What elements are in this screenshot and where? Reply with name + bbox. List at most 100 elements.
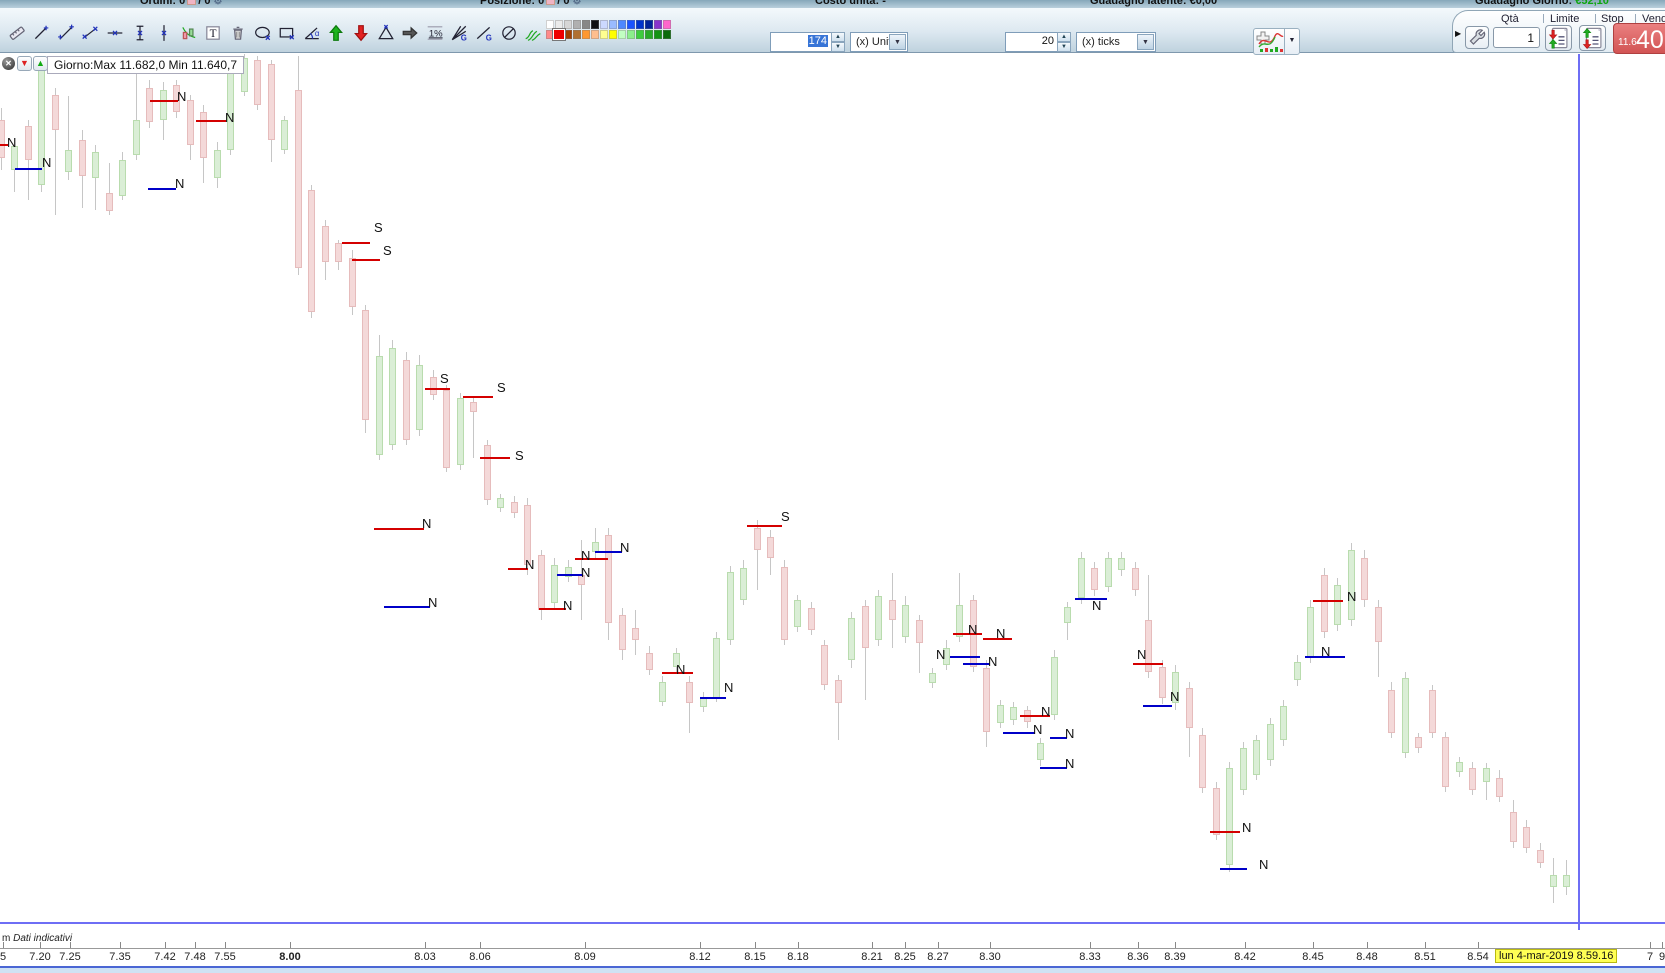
candle-down: [1415, 737, 1422, 748]
color-swatch[interactable]: [636, 30, 644, 39]
color-swatch[interactable]: [573, 20, 581, 29]
selected-color-swatch[interactable]: [552, 28, 566, 41]
horizontal-segment-tool-button[interactable]: [103, 21, 126, 45]
close-chart-icon[interactable]: ✕: [2, 57, 15, 70]
angle-tool-button[interactable]: α: [300, 21, 323, 45]
color-swatch[interactable]: [618, 30, 626, 39]
chevron-down-icon[interactable]: ▼: [1137, 34, 1154, 50]
stop-order-button[interactable]: [1579, 25, 1606, 51]
sell-button[interactable]: 11.6 40: [1613, 23, 1665, 54]
arrow-up-tool-button[interactable]: [325, 21, 348, 45]
rectangle-tool-button[interactable]: [276, 21, 299, 45]
order-settings-button[interactable]: [1465, 26, 1489, 49]
cursor-cross-tool-button[interactable]: [30, 21, 53, 45]
arrow-right-tool-button[interactable]: [399, 21, 422, 45]
percent-retracement-tool-button[interactable]: 1%: [423, 21, 446, 45]
chevron-down-icon[interactable]: ▼: [1284, 29, 1299, 54]
axis-tick: [990, 942, 991, 948]
limit-order-button[interactable]: [1545, 25, 1572, 51]
color-swatch[interactable]: [582, 30, 590, 39]
color-swatch[interactable]: [654, 20, 662, 29]
candle-down: [686, 682, 693, 703]
color-swatch[interactable]: [573, 30, 581, 39]
candle-down: [916, 620, 923, 643]
signal-letter-N: N: [936, 647, 946, 662]
panel-collapse-icon[interactable]: ▶: [1455, 29, 1462, 38]
axis-tick: [755, 942, 756, 948]
color-swatch[interactable]: [627, 30, 635, 39]
order-size-unit-select[interactable]: (x) Unità ▼: [850, 32, 908, 52]
freehand-tool-button[interactable]: [522, 21, 545, 45]
no-symbol-tool-button[interactable]: [497, 21, 520, 45]
segment-tool-button[interactable]: [79, 21, 102, 45]
vertical-line-tool-button[interactable]: [153, 21, 176, 45]
ticks-stepper[interactable]: ▲ ▼: [1057, 32, 1071, 52]
candle-down: [187, 100, 194, 145]
color-swatch[interactable]: [546, 20, 554, 29]
color-swatch[interactable]: [609, 20, 617, 29]
trash-tool-button[interactable]: [226, 21, 249, 45]
order-size-input[interactable]: 174: [770, 32, 832, 52]
color-swatch[interactable]: [663, 20, 671, 29]
candle-up: [1307, 607, 1314, 657]
gann-line-tool-button[interactable]: G: [472, 21, 495, 45]
axis-tick: [40, 942, 41, 948]
buy-arrow-icon[interactable]: ▲: [33, 56, 48, 71]
buy-signal-line: [950, 656, 980, 658]
color-swatch[interactable]: [645, 20, 653, 29]
vertical-range-tool-button[interactable]: [128, 21, 151, 45]
pattern-tool-button[interactable]: [177, 21, 200, 45]
candle-up: [1402, 678, 1409, 753]
buy-signal-line: [1220, 868, 1247, 870]
candle-up: [1280, 706, 1287, 740]
color-swatch[interactable]: [636, 20, 644, 29]
color-swatch[interactable]: [645, 30, 653, 39]
ruler-tool-button[interactable]: [5, 21, 28, 45]
ticks-input[interactable]: 20: [1005, 32, 1058, 52]
color-swatch[interactable]: [618, 20, 626, 29]
color-swatch[interactable]: [663, 30, 671, 39]
indicator-chart-icon: [1256, 31, 1284, 52]
buy-signal-line: [1143, 705, 1172, 707]
ticks-unit-select[interactable]: (x) ticks ▼: [1076, 32, 1156, 52]
quantity-input[interactable]: [1493, 27, 1540, 48]
position-settings-icon[interactable]: ⚙: [572, 0, 582, 7]
axis-label: 8.51: [1414, 951, 1436, 963]
candle-down: [983, 668, 990, 732]
signal-letter-N: N: [42, 155, 52, 170]
trendline-tool-button[interactable]: [54, 21, 77, 45]
chevron-down-icon[interactable]: ▼: [889, 34, 906, 50]
axis-tick: [1425, 942, 1426, 948]
close-position-icon[interactable]: [546, 0, 556, 5]
color-swatch[interactable]: [591, 30, 599, 39]
orders-settings-icon[interactable]: ⚙: [213, 0, 223, 7]
candle-down: [1321, 575, 1328, 632]
color-swatch[interactable]: [600, 20, 608, 29]
text-tool-button[interactable]: T: [202, 21, 225, 45]
sell-arrow-icon[interactable]: ▼: [17, 56, 32, 71]
color-swatch[interactable]: [627, 20, 635, 29]
color-swatch[interactable]: [600, 30, 608, 39]
color-swatch[interactable]: [609, 30, 617, 39]
axis-tick: [1175, 942, 1176, 948]
gann-fan-tool-button[interactable]: G: [448, 21, 471, 45]
color-swatch[interactable]: [591, 20, 599, 29]
ellipse-tool-button[interactable]: [251, 21, 274, 45]
percent-retracement-icon: 1%: [427, 26, 443, 40]
signal-letter-N: N: [988, 654, 998, 669]
axis-tick: [938, 942, 939, 948]
arrow-down-tool-button[interactable]: [349, 21, 372, 45]
candle-up: [1064, 607, 1071, 623]
candle-up: [11, 146, 18, 170]
color-swatch[interactable]: [582, 20, 590, 29]
cancel-orders-icon[interactable]: [187, 0, 197, 5]
color-swatch[interactable]: [654, 30, 662, 39]
color-swatch[interactable]: [564, 20, 572, 29]
add-indicator-button[interactable]: ▼: [1253, 28, 1300, 55]
triangle-tool-button[interactable]: [374, 21, 397, 45]
axis-tick: [3, 942, 4, 948]
order-size-stepper[interactable]: ▲ ▼: [831, 32, 845, 52]
candle-down: [308, 190, 315, 312]
